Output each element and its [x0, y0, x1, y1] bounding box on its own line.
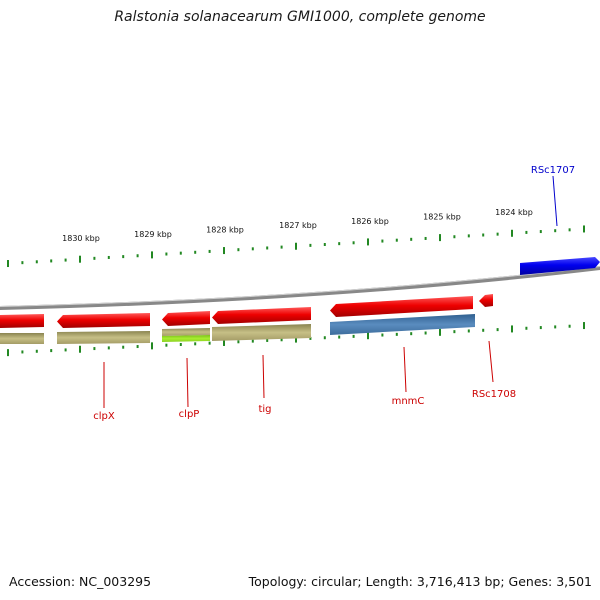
ruler-label: 1830 kbp [62, 234, 100, 243]
feature-band-tig [212, 324, 311, 341]
map-title: Ralstonia solanacearum GMI1000, complete… [114, 9, 486, 25]
gene-label: clpP [179, 409, 200, 420]
gene-label: clpX [93, 411, 115, 422]
genome-summary-text: Topology: circular; Length: 3,716,413 bp… [248, 574, 592, 589]
gene-label: RSc1707 [531, 165, 575, 176]
cds-arrow-mnmC [330, 296, 473, 317]
gene-label: mnmC [392, 396, 425, 407]
ruler-label: 1828 kbp [206, 226, 244, 235]
cds-arrow-RSc1708 [479, 294, 493, 307]
gene-leader-line [262, 354, 265, 399]
cds-arrow-clpX [57, 313, 150, 328]
accession-text: Accession: NC_003295 [9, 574, 152, 589]
gene-label: RSc1708 [472, 389, 516, 400]
gene-leader-line [403, 346, 407, 393]
cds-arrow-clpP [162, 311, 210, 326]
gene-leader-line [186, 357, 189, 408]
cds-arrow-RSc1707 [520, 257, 600, 275]
feature-band-clpX [57, 331, 150, 344]
cds-arrow-tig [212, 307, 311, 324]
ruler-label: 1825 kbp [423, 212, 461, 221]
ruler-label: 1824 kbp [495, 208, 533, 217]
gene-leader-line [552, 175, 558, 227]
feature-band-fragment [0, 333, 44, 344]
gene-label: tig [258, 404, 271, 415]
ruler-label: 1827 kbp [279, 221, 317, 230]
feature-band-mnmC [330, 314, 475, 335]
ruler-label: 1826 kbp [351, 217, 389, 226]
genome-backbone-highlight [0, 266, 600, 307]
cds-arrow-fragment [0, 314, 44, 328]
genome-backbone [0, 266, 600, 310]
ruler-label: 1829 kbp [134, 230, 172, 239]
gene-leader-line [488, 340, 494, 383]
feature-band-clpP-green [162, 335, 210, 342]
feature-band-clpP [162, 328, 210, 336]
